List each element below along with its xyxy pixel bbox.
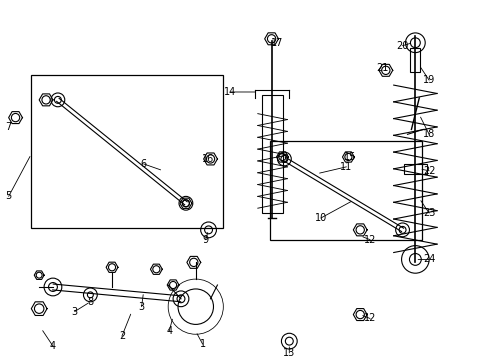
Text: 13: 13	[283, 348, 295, 358]
Text: 8: 8	[87, 297, 93, 307]
Text: 23: 23	[422, 208, 434, 218]
Text: 3: 3	[71, 307, 78, 316]
Text: 5: 5	[5, 192, 12, 201]
Text: 2: 2	[119, 331, 125, 341]
Text: 3: 3	[138, 302, 144, 312]
Text: 4: 4	[50, 341, 56, 351]
Text: 22: 22	[422, 166, 434, 176]
Text: 9: 9	[202, 235, 208, 245]
Text: 14: 14	[224, 87, 236, 97]
Text: 7: 7	[5, 122, 12, 132]
Text: 10: 10	[314, 213, 326, 223]
Text: 4: 4	[166, 326, 172, 336]
Text: 15: 15	[344, 152, 356, 162]
Text: 20: 20	[396, 41, 408, 51]
Text: 21: 21	[376, 63, 388, 73]
Text: 24: 24	[422, 255, 434, 264]
Text: 19: 19	[422, 75, 434, 85]
Text: 16: 16	[202, 154, 214, 164]
Bar	[261, 95, 283, 213]
Bar	[403, 164, 427, 174]
Text: 1: 1	[199, 339, 205, 349]
Text: 12: 12	[363, 314, 375, 324]
Bar	[31, 75, 223, 228]
Bar	[269, 141, 422, 240]
Text: 17: 17	[271, 38, 283, 48]
Text: 18: 18	[422, 129, 434, 139]
Text: 6: 6	[140, 159, 146, 169]
Text: 12: 12	[363, 235, 375, 245]
Text: 11: 11	[340, 162, 352, 172]
Bar	[409, 48, 419, 72]
